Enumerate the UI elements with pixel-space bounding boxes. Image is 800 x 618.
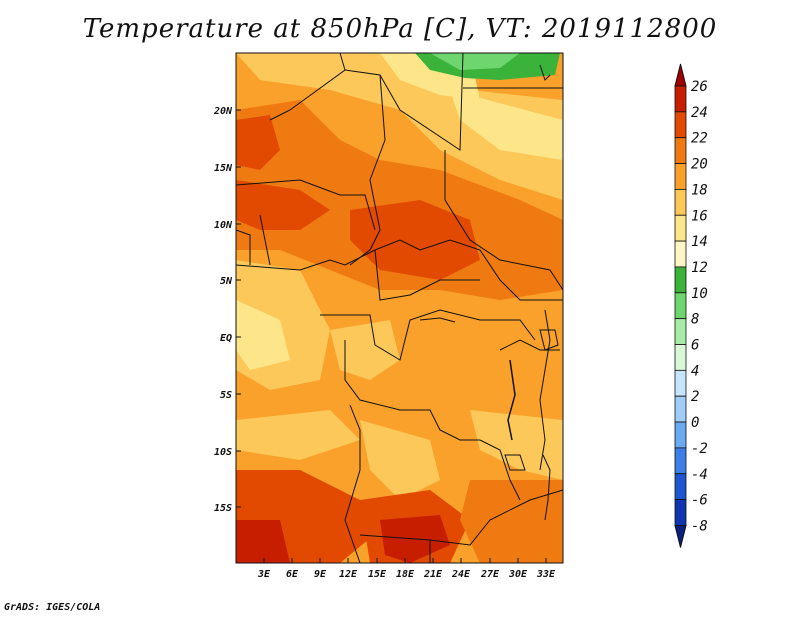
colorbar-swatch — [674, 111, 687, 139]
colorbar-swatch — [674, 292, 687, 320]
colorbar-label: 16 — [691, 208, 708, 224]
colorbar-swatch — [674, 214, 687, 242]
colorbar-swatch — [674, 447, 687, 475]
colorbar-swatch — [674, 473, 687, 501]
lat-label: 5N — [220, 276, 233, 287]
lat-label: 15S — [214, 503, 232, 514]
colorbar-swatch — [674, 266, 687, 294]
lat-label: EQ — [220, 333, 232, 344]
colorbar-label: 2 — [691, 389, 699, 405]
colorbar-swatch — [674, 85, 687, 113]
colorbar-label: 8 — [691, 312, 699, 328]
colorbar-label: 24 — [691, 105, 708, 121]
colorbar-label: -2 — [691, 441, 708, 457]
lat-label: 15N — [214, 163, 233, 174]
colorbar-label: 20 — [691, 157, 708, 173]
colorbar-swatch — [674, 318, 687, 345]
lon-label: 18E — [396, 569, 415, 580]
colorbar-label: 12 — [691, 260, 708, 276]
colorbar-swatch — [674, 369, 687, 397]
temperature-field — [236, 53, 563, 563]
colorbar-swatch — [674, 137, 687, 164]
map-frame — [235, 52, 564, 564]
colorbar-label: 18 — [691, 182, 708, 198]
country-borders — [236, 53, 563, 563]
lat-label: 20N — [213, 106, 233, 117]
colorbar-label: -6 — [691, 493, 708, 509]
lon-label: 33E — [536, 569, 556, 580]
colorbar-swatch — [674, 344, 687, 371]
lat-label: 10N — [214, 220, 233, 231]
grads-credit: GrADS: IGES/COLA — [4, 602, 101, 613]
lon-label: 9E — [314, 569, 327, 580]
latitude-axis: 20N 15N 10N 5N EQ 5S 10S 15S — [213, 106, 241, 514]
lon-label: 3E — [257, 569, 271, 580]
lon-label: 27E — [480, 569, 500, 580]
colorbar-swatch — [674, 188, 687, 216]
lon-label: 21E — [423, 569, 443, 580]
lon-label: 15E — [368, 569, 387, 580]
colorbar-label: 6 — [691, 338, 699, 354]
lon-label: 30E — [508, 569, 528, 580]
lon-label: 6E — [286, 569, 299, 580]
lat-label: 5S — [220, 390, 232, 401]
colorbar-arrow-bottom — [674, 524, 687, 548]
lon-label: 24E — [451, 569, 471, 580]
colorbar-swatch — [674, 421, 687, 449]
colorbar-swatch — [674, 240, 687, 268]
colorbar-label: 10 — [691, 286, 708, 302]
colorbar-swatch — [674, 499, 687, 526]
colorbar-label: 0 — [691, 415, 699, 431]
colorbar-arrow-top — [674, 63, 687, 87]
map-title: Temperature at 850hPa [C], VT: 201911280… — [82, 14, 718, 44]
longitude-axis: 3E 6E 9E 12E 15E 18E 21E 24E 27E 30E 33E — [257, 558, 556, 580]
colorbar-swatch — [674, 395, 687, 423]
colorbar-label: 22 — [691, 131, 708, 147]
colorbar-label: 26 — [691, 79, 708, 95]
colorbar-label: 14 — [691, 234, 708, 250]
lat-label: 10S — [214, 447, 232, 458]
lon-label: 12E — [339, 569, 358, 580]
colorbar-swatch — [674, 163, 687, 190]
colorbar-label: 4 — [691, 363, 699, 379]
colorbar-label: -8 — [691, 518, 708, 534]
colorbar-label: -4 — [691, 467, 708, 483]
